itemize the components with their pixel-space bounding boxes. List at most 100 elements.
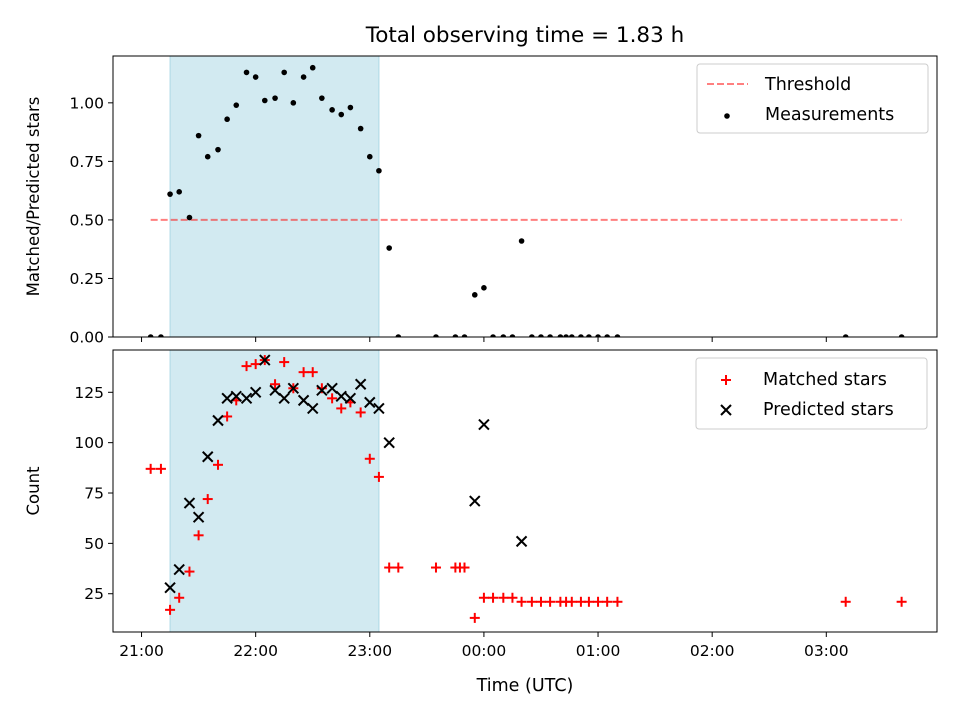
measurement-point	[386, 245, 392, 251]
bottom-legend: Matched stars Predicted stars	[695, 357, 928, 430]
matched-star-point	[145, 463, 156, 474]
measurement-point	[195, 132, 202, 139]
measurement-point	[529, 334, 535, 337]
matched-star-point	[250, 359, 261, 370]
predicted-star-point	[183, 497, 196, 509]
predicted-star-point	[230, 390, 242, 403]
matched-star-point	[336, 403, 347, 414]
measurement-point	[490, 334, 496, 337]
measurement-point	[842, 334, 849, 337]
predicted-star-point	[297, 394, 310, 407]
matched-star-point	[896, 596, 907, 607]
measurement-point	[204, 153, 211, 160]
measurement-point	[147, 334, 154, 337]
top-legend-box	[696, 63, 929, 134]
matched-star-point	[202, 494, 213, 505]
bottom_panel-y-tick-label: 125	[74, 384, 104, 402]
predicted-star-point	[335, 390, 347, 403]
measurement-point	[500, 334, 507, 337]
legend-predicted-label: Predicted stars	[763, 400, 894, 420]
measurement-point	[176, 189, 182, 195]
measurement-point	[898, 334, 905, 337]
measurement-point	[471, 292, 478, 298]
measurement-point	[300, 74, 307, 80]
matched-star-point	[612, 596, 623, 607]
measurement-point	[481, 285, 487, 291]
top_panel-y-tick-label: 0.00	[69, 329, 104, 347]
measurement-point	[158, 334, 164, 337]
measurement-point	[461, 334, 468, 337]
matched-star-point	[327, 393, 338, 404]
x-tick-label: 02:00	[690, 642, 735, 660]
measurement-point	[290, 100, 297, 106]
chart-title: Total observing time = 1.83 h	[365, 23, 685, 48]
bottom-panel: 21:00 22:00 23:00 00:00 01:00 02:00 03:00 25 50 7…	[24, 349, 938, 660]
predicted-star-point	[259, 354, 271, 366]
predicted-star-point	[269, 384, 281, 396]
legend-measurements-swatch	[724, 113, 730, 119]
measurement-point	[563, 334, 569, 337]
matched-star-point	[174, 592, 185, 603]
measurement-point	[547, 334, 553, 337]
measurement-point	[538, 334, 544, 337]
bottom_panel-y-tick-label: 75	[84, 485, 104, 503]
matched-star-point	[155, 463, 166, 474]
measurement-point	[243, 69, 250, 76]
bottom-legend-box	[695, 357, 928, 430]
matched-star-point	[241, 361, 252, 372]
measurement-point	[614, 334, 621, 337]
x-tick-label: 03:00	[804, 642, 849, 660]
matched-star-point	[566, 596, 577, 607]
matched-star-point	[602, 596, 613, 607]
top_panel-y-tick-label: 0.50	[69, 211, 104, 229]
measurement-point	[376, 167, 382, 174]
bottom_panel-y-tick-label: 25	[84, 585, 104, 603]
measurement-point	[595, 334, 601, 337]
measurement-point	[215, 146, 221, 153]
x-tick-label: 00:00	[462, 642, 507, 660]
matched-star-point	[222, 411, 233, 422]
measurement-point	[272, 95, 278, 101]
matched-star-point	[270, 379, 281, 390]
measurement-point	[309, 64, 316, 71]
bottom_panel-y-axis-label: Count	[24, 466, 43, 516]
measurement-point	[366, 153, 373, 160]
top_panel-y-tick-label: 1.00	[69, 94, 104, 112]
x-tick-label: 21:00	[119, 642, 164, 660]
measurement-point	[452, 334, 459, 337]
predicted-star-point	[469, 495, 481, 507]
top-panel: 0.00 0.25 0.50 0.75 1.00 Matched/Predicted st…	[24, 55, 938, 347]
predicted-star-point	[249, 386, 262, 399]
predicted-star-point	[278, 392, 290, 405]
measurement-point	[518, 238, 525, 244]
predicted-star-point	[240, 392, 253, 405]
matched-star-point	[526, 596, 537, 607]
matched-star-point	[516, 596, 527, 607]
matched-star-point	[165, 604, 176, 615]
measurement-point	[509, 334, 516, 337]
measurement-point	[167, 191, 173, 197]
predicted-star-point	[221, 392, 233, 405]
predicted-star-point	[373, 402, 385, 415]
measurement-point	[347, 104, 354, 111]
measurement-point	[319, 95, 325, 101]
x-tick-label: 01:00	[576, 642, 621, 660]
measurement-point	[433, 334, 439, 337]
measurement-point	[338, 111, 345, 118]
measurement-point	[233, 102, 240, 108]
matched-star-point	[355, 407, 366, 418]
bottom_panel-y-tick-label: 100	[74, 434, 104, 452]
predicted-star-point	[164, 581, 176, 594]
matched-star-point	[498, 592, 509, 603]
matched-star-point	[478, 592, 489, 603]
measurement-point	[186, 214, 193, 221]
matched-star-point	[507, 592, 518, 603]
predicted-star-point	[344, 392, 357, 405]
matched-star-point	[535, 596, 546, 607]
predicted-star-point	[515, 535, 528, 548]
matched-star-point	[212, 459, 223, 470]
measurement-point	[395, 334, 402, 337]
measurement-point	[224, 116, 230, 123]
matched-star-point	[393, 562, 404, 573]
